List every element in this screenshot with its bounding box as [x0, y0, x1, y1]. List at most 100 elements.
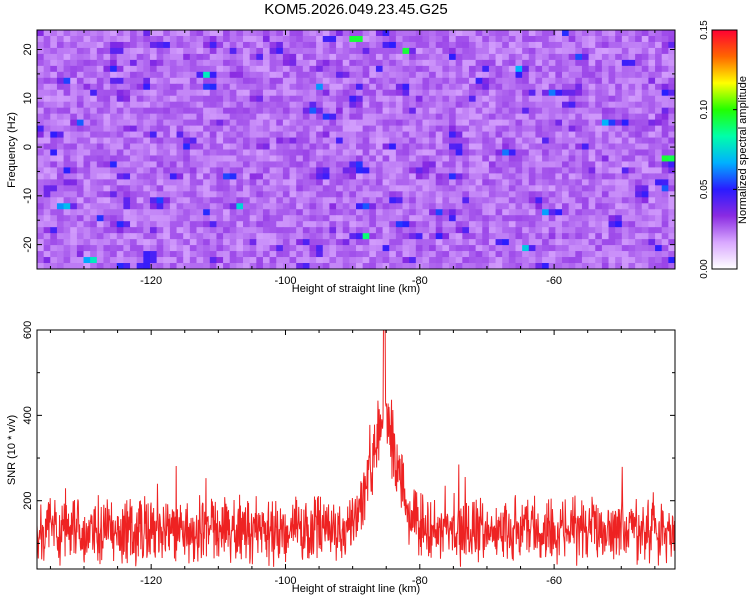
heatmap-cell — [389, 173, 397, 180]
heatmap-cell — [449, 263, 457, 269]
heatmap-cell — [462, 101, 470, 109]
heatmap-cell — [110, 227, 118, 234]
heatmap-cell — [601, 30, 610, 37]
heatmap-cell — [329, 233, 337, 240]
heatmap-cell — [276, 203, 284, 210]
heatmap-cell — [189, 251, 198, 258]
heatmap-cell — [595, 173, 603, 180]
heatmap-cell — [336, 137, 344, 145]
heatmap-cell — [515, 245, 523, 252]
heatmap-cell — [136, 119, 144, 127]
heatmap-cell — [655, 179, 663, 186]
heatmap-cell — [615, 197, 623, 204]
heatmap-cell — [209, 185, 218, 192]
heatmap-cell — [442, 119, 450, 127]
heatmap-cell — [522, 95, 530, 103]
heatmap-cell — [409, 209, 417, 216]
heatmap-cell — [116, 119, 124, 127]
heatmap-cell — [449, 233, 457, 240]
heatmap-cell — [209, 155, 218, 163]
heatmap-cell — [276, 221, 284, 228]
heatmap-cell — [43, 155, 51, 163]
heatmap-cell — [581, 119, 590, 127]
heatmap-cell — [475, 167, 483, 174]
heatmap-cell — [621, 35, 630, 43]
heatmap-cell — [369, 131, 377, 139]
heatmap-cell — [402, 161, 410, 169]
heatmap-cell — [601, 185, 610, 192]
heatmap-cell — [648, 263, 656, 269]
heatmap-cell — [475, 143, 483, 151]
heatmap-cell — [668, 251, 675, 258]
heatmap-cell — [568, 221, 576, 228]
heatmap-cell — [621, 107, 630, 115]
heatmap-cell — [116, 251, 124, 258]
heatmap-cell — [475, 35, 483, 43]
heatmap-cell — [329, 65, 337, 73]
heatmap-cell — [76, 179, 85, 186]
heatmap-cell — [349, 30, 357, 37]
heatmap-cell — [415, 155, 424, 163]
heatmap-cell — [542, 143, 550, 151]
heatmap-cell — [548, 149, 556, 157]
heatmap-cell — [482, 113, 490, 121]
heatmap-cell — [70, 197, 78, 204]
heatmap-cell — [369, 185, 377, 192]
heatmap-cell — [482, 209, 490, 216]
heatmap-cell — [96, 59, 105, 67]
heatmap-cell — [402, 197, 410, 204]
heatmap-cell — [282, 221, 291, 228]
heatmap-cell — [336, 53, 344, 61]
heatmap-cell — [269, 215, 277, 222]
heatmap-cell — [449, 143, 457, 151]
heatmap-cell — [449, 30, 457, 37]
heatmap-cell — [236, 149, 244, 157]
heatmap-cell — [382, 77, 390, 85]
heatmap-cell — [156, 185, 164, 192]
heatmap-cell — [442, 53, 450, 61]
heatmap-cell — [628, 143, 636, 151]
heatmap-cell — [568, 149, 576, 157]
heatmap-cell — [555, 245, 563, 252]
heatmap-cell — [289, 89, 297, 97]
heatmap-cell — [229, 83, 237, 91]
heatmap-cell — [655, 59, 663, 67]
heatmap-cell — [203, 83, 211, 91]
heatmap-cell — [176, 65, 184, 73]
heatmap-cell — [641, 155, 650, 163]
heatmap-cell — [302, 173, 311, 180]
heatmap-cell — [449, 155, 457, 163]
heatmap-cell — [661, 197, 669, 204]
heatmap-cell — [302, 71, 311, 79]
heatmap-cell — [562, 137, 570, 145]
heatmap-cell — [402, 179, 410, 186]
heatmap-cell — [628, 149, 636, 157]
heatmap-cell — [389, 95, 397, 103]
heatmap-cell — [535, 101, 543, 109]
heatmap-cell — [203, 125, 211, 133]
heatmap-cell — [342, 77, 350, 85]
heatmap-cell — [389, 131, 397, 139]
heatmap-cell — [455, 179, 463, 186]
heatmap-cell — [156, 197, 164, 204]
heatmap-cell — [382, 125, 390, 133]
heatmap-cell — [548, 35, 556, 43]
heatmap-cell — [562, 119, 570, 127]
heatmap-cell — [262, 59, 271, 67]
heatmap-cell — [429, 203, 437, 210]
heatmap-cell — [110, 263, 118, 269]
heatmap-cell — [668, 149, 675, 157]
heatmap-cell — [249, 191, 257, 198]
heatmap-cell — [542, 257, 550, 264]
heatmap-cell — [143, 35, 151, 43]
heatmap-cell — [249, 137, 257, 145]
heatmap-cell — [488, 137, 497, 145]
heatmap-cell — [256, 143, 264, 151]
heatmap-cell — [568, 155, 576, 163]
heatmap-cell — [508, 77, 517, 85]
heatmap-cell — [356, 191, 364, 198]
heatmap-cell — [621, 245, 630, 252]
heatmap-cell — [621, 251, 630, 258]
heatmap-cell — [655, 41, 663, 49]
heatmap-cell — [495, 191, 503, 198]
